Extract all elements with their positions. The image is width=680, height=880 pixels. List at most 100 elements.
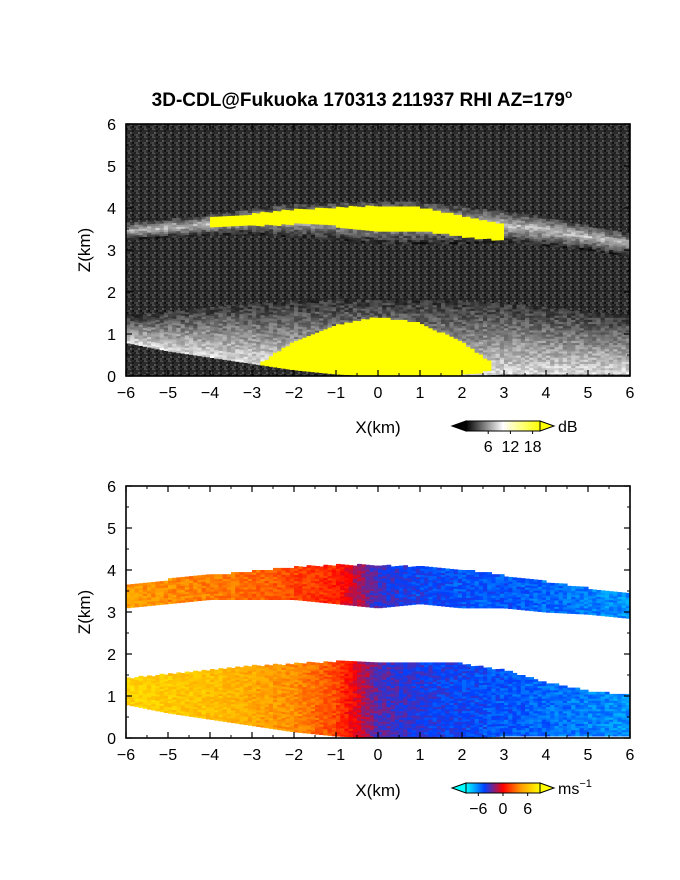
heatmap-cell [420, 348, 425, 352]
heatmap-cell [579, 344, 585, 348]
heatmap-cell [445, 300, 450, 304]
heatmap-cell [268, 211, 274, 215]
heatmap-cell [596, 243, 602, 246]
heatmap-cell [420, 336, 425, 339]
heatmap-cell [323, 234, 329, 238]
heatmap-cell [285, 207, 291, 211]
heatmap-cell [449, 212, 455, 215]
heatmap-cell [352, 326, 358, 330]
heatmap-cell [415, 357, 421, 360]
heatmap-cell [327, 354, 333, 358]
heatmap-cell [193, 348, 198, 352]
heatmap-cell [432, 222, 438, 226]
heatmap-cell [189, 339, 194, 343]
heatmap-cell [373, 338, 379, 341]
heatmap-cell [348, 207, 354, 211]
heatmap-cell [264, 353, 270, 356]
heatmap-cell [344, 334, 350, 338]
heatmap-cell [394, 229, 400, 232]
heatmap-cell [336, 227, 341, 230]
heatmap-cell [197, 315, 203, 319]
heatmap-cell [218, 213, 224, 217]
heatmap-cell [491, 330, 497, 334]
heatmap-cell [247, 344, 253, 347]
heatmap-cell [294, 367, 299, 371]
heatmap-cell [495, 223, 501, 226]
heatmap-cell [424, 302, 429, 306]
heatmap-cell [331, 325, 337, 329]
heatmap-cell [168, 323, 173, 327]
heatmap-cell [428, 331, 434, 335]
heatmap-cell [499, 367, 505, 371]
heatmap-cell [386, 361, 392, 364]
heatmap-cell [298, 328, 303, 332]
heatmap-cell [378, 352, 383, 356]
heatmap-cell [554, 331, 560, 335]
heatmap-cell [575, 331, 581, 335]
heatmap-cell [487, 307, 492, 311]
heatmap-cell [613, 241, 618, 245]
heatmap-cell [588, 239, 593, 243]
heatmap-cell [466, 373, 471, 376]
heatmap-cell [357, 316, 362, 319]
heatmap-cell [310, 227, 316, 231]
heatmap-cell [562, 365, 568, 369]
heatmap-cell [336, 342, 341, 346]
heatmap-cell [533, 306, 539, 310]
heatmap-cell [340, 219, 345, 222]
heatmap-cell [378, 361, 383, 364]
heatmap-cell [336, 220, 341, 224]
heatmap-cell [579, 313, 585, 316]
heatmap-cell [600, 237, 606, 241]
heatmap-cell [449, 359, 455, 362]
heatmap-cell [302, 307, 308, 311]
heatmap-cell [205, 316, 211, 320]
heatmap-cell [457, 327, 463, 331]
heatmap-cell [189, 310, 194, 313]
heatmap-cell [550, 227, 555, 231]
heatmap-cell [310, 221, 316, 225]
heatmap-cell [369, 316, 375, 320]
heatmap-cell [604, 250, 610, 254]
heatmap-cell [273, 216, 278, 220]
heatmap-cell [323, 207, 329, 211]
heatmap-cell [163, 323, 169, 326]
heatmap-cell [348, 305, 354, 309]
heatmap-cell [142, 329, 148, 333]
heatmap-cell [373, 230, 379, 234]
heatmap-cell [294, 210, 299, 213]
heatmap-cell [428, 348, 434, 352]
heatmap-cell [575, 317, 581, 320]
heatmap-cell [474, 310, 480, 313]
heatmap-cell [159, 320, 165, 323]
heatmap-cell [348, 353, 354, 357]
heatmap-cell [184, 315, 190, 319]
heatmap-cell [512, 236, 518, 240]
heatmap-cell [176, 348, 182, 351]
heatmap-cell [344, 206, 350, 210]
heatmap-cell [428, 313, 434, 316]
heatmap-cell [348, 332, 354, 336]
heatmap-cell [319, 355, 324, 359]
heatmap-cell [462, 220, 467, 224]
heatmap-cell [445, 302, 450, 306]
heatmap-cell [567, 315, 572, 318]
heatmap-cell [382, 300, 387, 304]
heatmap-cell [193, 335, 198, 339]
heatmap-cell [134, 342, 140, 346]
heatmap-cell [142, 344, 148, 347]
heatmap-cell [520, 230, 526, 234]
heatmap-cell [399, 359, 404, 362]
heatmap-cell [260, 219, 266, 223]
heatmap-cell [197, 342, 203, 346]
heatmap-cell [298, 204, 303, 207]
heatmap-cell [298, 227, 303, 230]
heatmap-cell [604, 238, 610, 241]
heatmap-cell [222, 228, 228, 231]
heatmap-cell [184, 324, 190, 327]
heatmap-cell [441, 308, 446, 312]
heatmap-cell [130, 326, 135, 330]
heatmap-cell [218, 224, 224, 227]
heatmap-cell [357, 358, 362, 361]
heatmap-cell [546, 371, 551, 375]
